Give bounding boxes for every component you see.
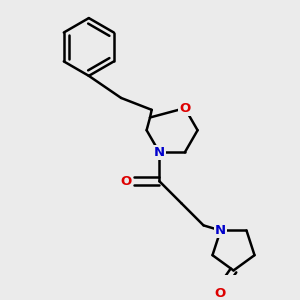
Text: O: O [179,102,190,115]
Text: O: O [121,175,132,188]
Text: N: N [215,224,226,237]
Text: O: O [214,287,226,300]
Text: N: N [154,146,165,159]
